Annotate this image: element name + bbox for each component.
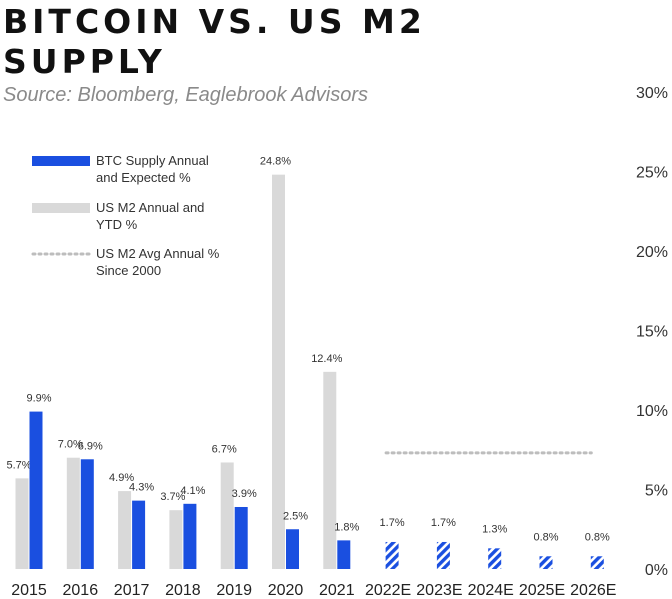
x-axis: 2015 2016 2017 2018 2019 2020 2021 2022E 2023E 20… xyxy=(11,582,616,599)
m2-bar-2017 xyxy=(118,491,132,569)
btc-bar-2015 xyxy=(29,411,43,569)
legend-label: BTC Supply Annual xyxy=(96,153,209,168)
y-tick-label: 15% xyxy=(636,324,668,341)
m2-value-label: 4.9% xyxy=(109,472,134,484)
x-tick-label: 2025E xyxy=(519,582,565,599)
legend-label: US M2 Annual and xyxy=(96,200,204,215)
m2-bar-2019 xyxy=(220,462,234,569)
y-tick-label: 20% xyxy=(636,244,668,261)
btc-value-label: 6.9% xyxy=(78,440,103,452)
btc-value-label: 9.9% xyxy=(26,393,51,405)
m2-bar-2020 xyxy=(272,174,285,569)
x-tick-label: 2016 xyxy=(63,582,99,599)
x-tick-label: 2022E xyxy=(365,582,411,599)
btc-bar-2023E xyxy=(436,541,450,569)
btc-bar-2024E xyxy=(488,548,502,569)
btc-value-label: 1.7% xyxy=(380,517,405,529)
legend-label: Since 2000 xyxy=(96,263,161,278)
btc-bar-2018 xyxy=(183,503,197,569)
btc-bar-2019 xyxy=(234,506,248,569)
m2-value-label: 12.4% xyxy=(311,353,342,365)
btc-bar-2016 xyxy=(80,459,94,569)
y-axis: 0% 5% 10% 15% 20% 25% 30% xyxy=(636,85,668,579)
x-tick-label: 2019 xyxy=(216,582,252,599)
m2-bar-2016 xyxy=(66,457,80,569)
x-tick-label: 2023E xyxy=(416,582,462,599)
x-tick-label: 2026E xyxy=(570,582,616,599)
chart-title: BITCOIN VS. US M2 SUPPLY xyxy=(3,2,426,81)
legend-swatch xyxy=(32,203,90,213)
x-tick-label: 2015 xyxy=(11,582,47,599)
btc-value-label: 1.8% xyxy=(334,521,359,533)
m2-value-label: 5.7% xyxy=(6,459,31,471)
y-tick-label: 10% xyxy=(636,403,668,420)
legend-label: US M2 Avg Annual % xyxy=(96,246,220,261)
btc-bar-2025E xyxy=(539,556,553,569)
y-tick-label: 5% xyxy=(645,483,668,500)
x-tick-label: 2024E xyxy=(468,582,514,599)
x-tick-label: 2020 xyxy=(268,582,304,599)
btc-value-label: 4.1% xyxy=(180,485,205,497)
legend: BTC Supply Annual and Expected % US M2 Ann… xyxy=(31,153,220,278)
btc-value-label: 0.8% xyxy=(533,531,558,543)
btc-bar-2026E xyxy=(590,556,604,569)
legend-swatch xyxy=(32,156,90,166)
m2-value-label: 24.8% xyxy=(260,156,291,168)
x-tick-label: 2018 xyxy=(165,582,201,599)
y-tick-label: 25% xyxy=(636,165,668,182)
m2-value-label: 6.7% xyxy=(212,443,237,455)
btc-value-label: 0.8% xyxy=(585,531,610,543)
btc-bar-2021 xyxy=(337,540,351,569)
m2-bar-2018 xyxy=(169,510,183,569)
btc-value-label: 1.7% xyxy=(431,517,456,529)
legend-label: and Expected % xyxy=(96,170,191,185)
btc-bar-2020 xyxy=(286,529,299,569)
legend-label: YTD % xyxy=(96,217,138,232)
m2-value-label: 7.0% xyxy=(58,439,83,451)
btc-bar-2017 xyxy=(132,500,146,569)
btc-value-label: 2.5% xyxy=(283,510,308,522)
y-tick-label: 0% xyxy=(645,562,668,579)
m2-value-label: 3.7% xyxy=(160,491,185,503)
m2-bar-2021 xyxy=(323,371,337,569)
btc-bar-2022E xyxy=(385,541,399,569)
btc-value-label: 1.3% xyxy=(482,523,507,535)
y-tick-label: 30% xyxy=(636,85,668,102)
btc-value-label: 3.9% xyxy=(232,488,257,500)
bars: 5.7% 9.9% 7.0%6.9% 4.9%4.3% 3.7%4.1% 6.7% 3.9%… xyxy=(6,156,610,569)
btc-value-label: 4.3% xyxy=(129,482,154,494)
x-tick-label: 2017 xyxy=(114,582,150,599)
chart-subtitle: Source: Bloomberg, Eaglebrook Advisors xyxy=(3,84,368,106)
x-tick-label: 2021 xyxy=(319,582,355,599)
m2-bar-2015 xyxy=(15,478,29,569)
